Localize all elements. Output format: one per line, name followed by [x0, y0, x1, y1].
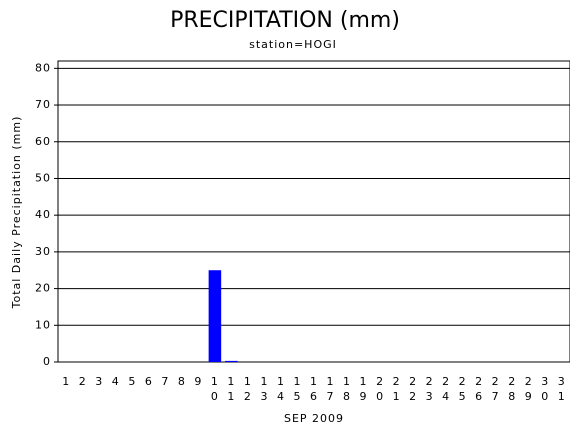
y-tick-label: 70: [35, 98, 51, 111]
x-tick-label: 1: [62, 375, 70, 388]
y-tick-label: 0: [43, 355, 51, 368]
chart-title: PRECIPITATION (mm): [170, 8, 400, 33]
x-tick-label: 6: [145, 375, 153, 388]
x-tick-label: 9: [194, 375, 202, 388]
x-tick-label: 5: [128, 375, 136, 388]
y-tick-label: 60: [35, 135, 51, 148]
x-tick-label: 8: [178, 375, 186, 388]
x-tick-label: 4: [112, 375, 120, 388]
bar: [208, 270, 222, 362]
bar: [225, 360, 238, 362]
y-axis-label: Total Daily Precipitation (mm): [10, 116, 23, 310]
y-tick-label: 20: [35, 282, 51, 295]
y-tick-label: 10: [35, 318, 51, 331]
chart-subtitle: station=HOGI: [249, 38, 337, 51]
y-tick-label: 30: [35, 245, 51, 258]
y-tick-label: 40: [35, 208, 51, 221]
x-axis-label: SEP 2009: [284, 412, 344, 425]
plot-frame: [57, 60, 570, 363]
y-tick-label: 50: [35, 171, 51, 184]
x-tick-label: 7: [161, 375, 169, 388]
x-tick-label: 3: [95, 375, 103, 388]
x-tick-label: 2: [79, 375, 87, 388]
y-tick-label: 80: [35, 61, 51, 74]
